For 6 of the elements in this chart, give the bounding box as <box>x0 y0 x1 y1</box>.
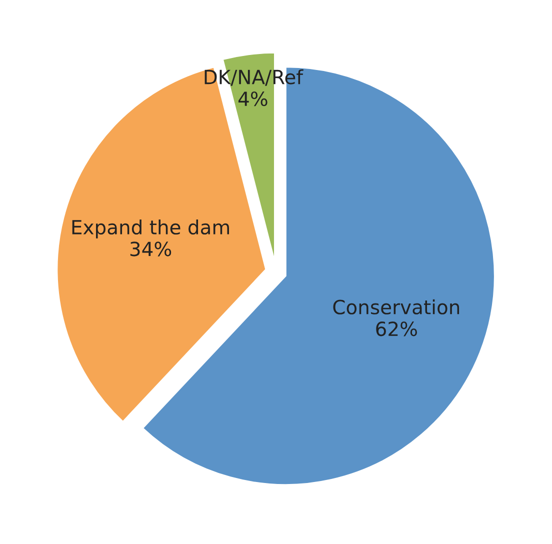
slice-label: DK/NA/Ref <box>204 69 304 86</box>
slice-label: Conservation <box>333 299 460 314</box>
slice-label: Expand the dam <box>72 219 229 238</box>
data-label: 4% <box>238 91 268 106</box>
data-label: 62% <box>376 322 417 336</box>
data-label: 34% <box>130 242 172 256</box>
